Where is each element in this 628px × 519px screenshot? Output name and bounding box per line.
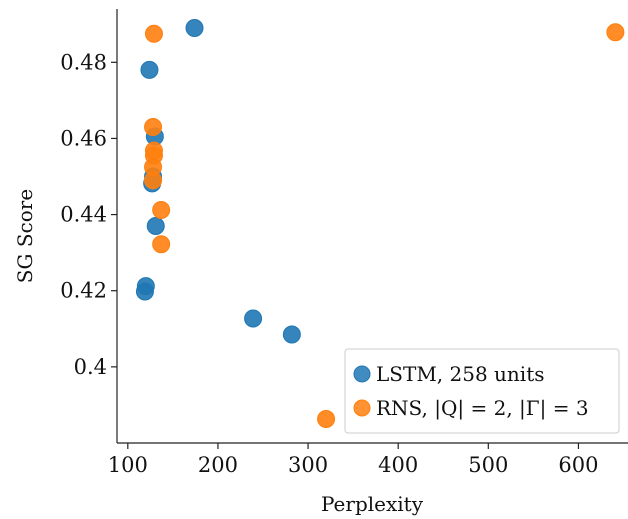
legend-label-rns: RNS, |Q| = 2, |Γ| = 3 bbox=[376, 396, 589, 421]
legend-marker-rns bbox=[353, 399, 371, 417]
data-point-lstm bbox=[282, 325, 301, 344]
x-tick-label: 100 bbox=[108, 453, 148, 477]
data-point-lstm bbox=[185, 19, 204, 38]
x-tick-label: 400 bbox=[378, 453, 418, 477]
y-axis-label: SG Score bbox=[13, 189, 37, 283]
x-tick-label: 600 bbox=[558, 453, 598, 477]
x-tick-label: 200 bbox=[198, 453, 238, 477]
legend: LSTM, 258 units RNS, |Q| = 2, |Γ| = 3 bbox=[344, 348, 620, 434]
data-point-lstm bbox=[135, 282, 154, 301]
data-point-rns bbox=[152, 235, 171, 254]
y-tick-label: 0.46 bbox=[60, 126, 107, 150]
data-point-rns bbox=[144, 24, 163, 43]
data-point-rns bbox=[606, 23, 625, 42]
x-axis: 100 200 300 400 500 600 bbox=[108, 443, 598, 477]
data-point-rns bbox=[152, 201, 171, 220]
legend-label-lstm: LSTM, 258 units bbox=[376, 362, 545, 386]
y-tick-label: 0.44 bbox=[60, 203, 107, 227]
y-tick-label: 0.48 bbox=[60, 50, 107, 74]
legend-marker-lstm bbox=[353, 365, 371, 383]
data-point-lstm bbox=[140, 60, 159, 79]
y-tick-label: 0.42 bbox=[60, 279, 107, 303]
x-axis-label: Perplexity bbox=[321, 492, 424, 516]
y-tick-label: 0.4 bbox=[74, 355, 107, 379]
data-point-lstm bbox=[146, 217, 165, 235]
x-tick-label: 300 bbox=[288, 453, 328, 477]
plot-frame bbox=[116, 9, 628, 444]
data-points bbox=[135, 19, 625, 429]
data-point-rns bbox=[144, 171, 163, 190]
legend-box bbox=[344, 348, 620, 434]
data-point-rns bbox=[317, 410, 336, 429]
x-tick-label: 500 bbox=[468, 453, 508, 477]
data-point-lstm bbox=[244, 309, 263, 328]
data-point-rns bbox=[144, 118, 163, 137]
y-axis: 0.4 0.42 0.44 0.46 0.48 bbox=[60, 50, 117, 379]
